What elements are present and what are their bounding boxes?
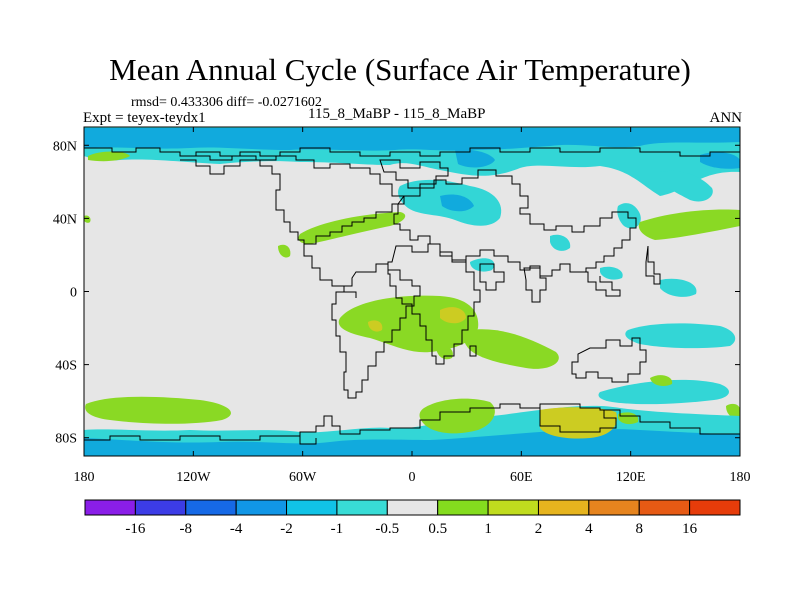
colorbar-label: 0.5	[428, 521, 447, 537]
coastline-central-america	[303, 244, 357, 298]
colorbar-swatch	[386, 499, 439, 516]
season-label: ANN	[709, 110, 743, 126]
colorbar-swatch	[588, 499, 640, 516]
colorbar-swatch	[638, 499, 691, 516]
siberia-cyan	[660, 170, 713, 202]
south-green-patch	[650, 375, 673, 386]
experiment-label: Expt = teyex-teydx1	[83, 110, 206, 126]
y-tick-label: 40S	[55, 359, 77, 374]
y-tick-label: 80N	[53, 139, 77, 154]
colorbar-label: -4	[230, 521, 243, 537]
asia-cyan	[600, 266, 623, 280]
coastline-madagascar	[469, 345, 477, 357]
south-indian-cyan	[598, 379, 729, 405]
coastline-north-america	[180, 155, 405, 245]
coastline-antarctica	[84, 403, 740, 441]
anomaly-field	[84, 127, 740, 456]
coastlines	[84, 147, 740, 445]
eurasia-blue	[440, 194, 474, 212]
colorbar-label: -16	[125, 521, 145, 537]
coastline-se-asia	[574, 271, 621, 297]
x-tick-label: 120E	[616, 470, 646, 485]
colorbar-swatch	[185, 499, 237, 516]
colorbar-label: 4	[585, 521, 593, 537]
colorbar-swatch	[689, 499, 741, 516]
y-tick-label: 80S	[55, 432, 77, 447]
colorbar-label: 8	[635, 521, 643, 537]
y-tick-label: 40N	[53, 212, 77, 227]
coastline-africa	[387, 243, 481, 365]
asia-cyan	[470, 258, 495, 272]
y-tick-label: 0	[70, 286, 77, 301]
coastline-japan	[645, 245, 661, 285]
x-tick-label: 180	[730, 470, 751, 485]
antarctic-yellow-green-blob	[540, 407, 617, 439]
colorbar-swatch	[487, 499, 539, 516]
colorbar-swatch	[437, 499, 489, 516]
east-pacific-green	[84, 215, 91, 223]
arctic-blue-streak	[84, 128, 740, 151]
colorbar-swatch	[235, 499, 288, 516]
colorbar-label: 16	[682, 521, 698, 537]
africa-yellow-green	[368, 320, 383, 332]
arctic-green-patch	[88, 151, 130, 162]
colorbar-swatch	[537, 499, 590, 516]
coastline-south-island-box	[539, 408, 617, 433]
rmsd-diff-stats: rmsd= 0.433306 diff= -0.0271602	[131, 95, 322, 110]
colorbar-swatch	[134, 499, 187, 516]
arctic-blue-patch	[455, 149, 495, 168]
south-green-patch	[726, 403, 740, 419]
indian-ocean-green	[464, 329, 559, 369]
colorbar: -16 -8 -4 -2 -1 -0.5 0.5 1 2 4 8 16	[84, 499, 741, 537]
coastline-antarctic-peninsula	[299, 432, 317, 445]
colorbar-label: 2	[535, 521, 543, 537]
tropical-pacific-cyan	[625, 323, 736, 349]
north-pacific-green	[638, 209, 740, 240]
antarctic-green-blob	[419, 398, 495, 434]
antarctic-green-patch	[618, 412, 639, 425]
x-tick-label: 120W	[176, 470, 211, 485]
colorbar-swatch	[84, 499, 136, 516]
colorbar-swatch	[336, 499, 388, 516]
coastline-arctic-top	[84, 147, 740, 157]
x-tick-label: 180	[74, 470, 95, 485]
coastline-eurasia	[393, 169, 637, 277]
map-axes: 180 120W 60W 0 60E 120E 180 80N 40N 0 40S 80S	[53, 127, 751, 485]
asia-cyan	[660, 278, 697, 297]
coastline-australia	[571, 337, 647, 383]
coastline-arabia	[479, 263, 505, 291]
coastline-india	[523, 267, 547, 303]
colorbar-label: 1	[484, 521, 492, 537]
africa-yellow-green	[440, 307, 466, 324]
case-label: 115_8_MaBP - 115_8_MaBP	[308, 106, 486, 122]
plot-title: Mean Annual Cycle (Surface Air Temperatu…	[109, 52, 691, 87]
north-atlantic-green	[278, 244, 291, 258]
colorbar-label: -8	[180, 521, 193, 537]
asia-cyan	[550, 234, 571, 251]
south-pacific-green	[85, 396, 231, 424]
x-tick-label: 0	[409, 470, 416, 485]
coastline-south-america	[331, 263, 421, 399]
west-pacific-cyan	[617, 203, 641, 229]
colorbar-label: -2	[280, 521, 293, 537]
x-tick-label: 60E	[510, 470, 533, 485]
colorbar-swatch	[286, 499, 338, 516]
colorbar-label: -1	[331, 521, 344, 537]
coastline-greenland	[379, 159, 449, 189]
colorbar-label: -0.5	[375, 521, 399, 537]
x-tick-label: 60W	[289, 470, 317, 485]
